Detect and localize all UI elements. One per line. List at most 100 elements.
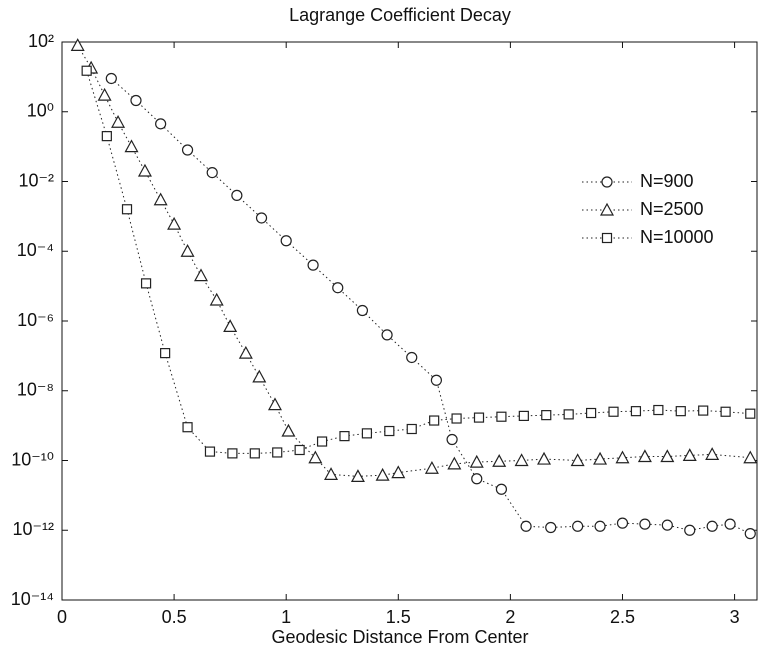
legend-label: N=2500 bbox=[640, 199, 704, 219]
y-tick-label: 10⁻⁶ bbox=[17, 310, 54, 330]
y-tick-label: 10⁻¹² bbox=[12, 519, 54, 539]
data-point bbox=[227, 448, 238, 459]
data-point bbox=[124, 139, 139, 153]
data-point bbox=[684, 524, 696, 536]
data-point bbox=[182, 422, 193, 433]
data-point bbox=[181, 144, 194, 156]
data-point bbox=[520, 520, 532, 532]
series-line bbox=[77, 45, 751, 477]
data-point bbox=[682, 448, 697, 462]
data-point bbox=[593, 451, 608, 465]
data-point bbox=[518, 410, 529, 422]
data-point bbox=[570, 453, 585, 467]
x-tick-label: 3 bbox=[730, 607, 740, 627]
chart-title: Lagrange Coefficient Decay bbox=[289, 5, 511, 25]
data-point bbox=[653, 404, 664, 416]
data-point bbox=[381, 329, 393, 341]
data-point bbox=[272, 447, 283, 458]
data-point bbox=[744, 528, 756, 540]
data-point bbox=[223, 319, 238, 333]
legend-marker bbox=[601, 176, 613, 188]
data-point bbox=[660, 449, 675, 463]
data-point bbox=[537, 451, 552, 465]
data-point bbox=[637, 449, 652, 463]
x-tick-label: 2.5 bbox=[610, 607, 635, 627]
data-point bbox=[661, 519, 673, 531]
data-point bbox=[630, 406, 642, 417]
data-point bbox=[350, 469, 365, 483]
data-point bbox=[545, 521, 557, 534]
data-point bbox=[429, 415, 440, 426]
legend-marker bbox=[601, 232, 613, 244]
y-tick-label: 10⁻¹⁴ bbox=[11, 589, 54, 609]
data-point bbox=[130, 94, 142, 107]
data-point bbox=[639, 518, 651, 530]
data-point bbox=[180, 243, 195, 257]
data-point bbox=[384, 425, 395, 437]
data-point bbox=[160, 348, 171, 359]
data-point bbox=[101, 131, 112, 142]
data-point bbox=[121, 204, 133, 215]
data-point bbox=[155, 118, 167, 130]
legend-label: N=900 bbox=[640, 171, 694, 191]
x-tick-label: 0 bbox=[57, 607, 67, 627]
data-point bbox=[743, 450, 758, 464]
data-point bbox=[495, 483, 508, 495]
data-point bbox=[375, 467, 390, 481]
data-point bbox=[308, 450, 323, 464]
data-point bbox=[316, 436, 328, 447]
data-point bbox=[339, 431, 350, 442]
data-point bbox=[252, 369, 267, 383]
legend-marker bbox=[599, 202, 615, 216]
data-point bbox=[356, 304, 369, 317]
data-point bbox=[332, 282, 344, 294]
data-point bbox=[361, 428, 373, 439]
data-point bbox=[238, 345, 253, 359]
y-tick-label: 10⁻¹⁰ bbox=[11, 449, 54, 469]
data-point bbox=[608, 406, 619, 417]
y-tick-label: 10⁻⁴ bbox=[17, 240, 54, 260]
x-axis-label: Geodesic Distance From Center bbox=[271, 627, 528, 647]
data-point bbox=[281, 423, 296, 437]
data-point bbox=[615, 450, 630, 464]
data-point bbox=[97, 87, 112, 101]
y-tick-label: 10² bbox=[28, 31, 54, 51]
data-point bbox=[153, 192, 168, 206]
data-point bbox=[745, 408, 756, 419]
series-line bbox=[110, 78, 751, 535]
data-point bbox=[496, 411, 507, 422]
data-point bbox=[140, 278, 152, 289]
data-point bbox=[111, 114, 126, 128]
data-point bbox=[541, 410, 552, 421]
data-point bbox=[137, 163, 152, 177]
data-point bbox=[249, 448, 260, 459]
data-point bbox=[471, 473, 483, 485]
x-tick-label: 1.5 bbox=[386, 607, 411, 627]
data-point bbox=[424, 460, 439, 474]
data-point bbox=[724, 518, 736, 530]
data-point bbox=[447, 456, 462, 470]
data-point bbox=[206, 166, 218, 179]
data-point bbox=[469, 454, 484, 468]
x-tick-label: 2 bbox=[505, 607, 515, 627]
data-point bbox=[451, 413, 462, 424]
data-point bbox=[280, 235, 292, 247]
data-point bbox=[706, 520, 718, 532]
data-point bbox=[698, 405, 709, 416]
y-tick-label: 10⁻² bbox=[18, 170, 54, 190]
data-point bbox=[267, 397, 282, 411]
plot-frame bbox=[61, 41, 758, 601]
data-point bbox=[594, 520, 606, 532]
legend-label: N=10000 bbox=[640, 227, 714, 247]
data-point bbox=[473, 412, 485, 423]
data-point bbox=[563, 409, 574, 420]
data-point bbox=[193, 268, 209, 282]
x-tick-label: 1 bbox=[281, 607, 291, 627]
x-tick-label: 0.5 bbox=[162, 607, 187, 627]
data-point bbox=[105, 72, 117, 85]
data-point bbox=[70, 38, 85, 51]
data-point bbox=[324, 467, 339, 480]
data-point bbox=[204, 446, 216, 457]
data-point bbox=[167, 216, 182, 230]
